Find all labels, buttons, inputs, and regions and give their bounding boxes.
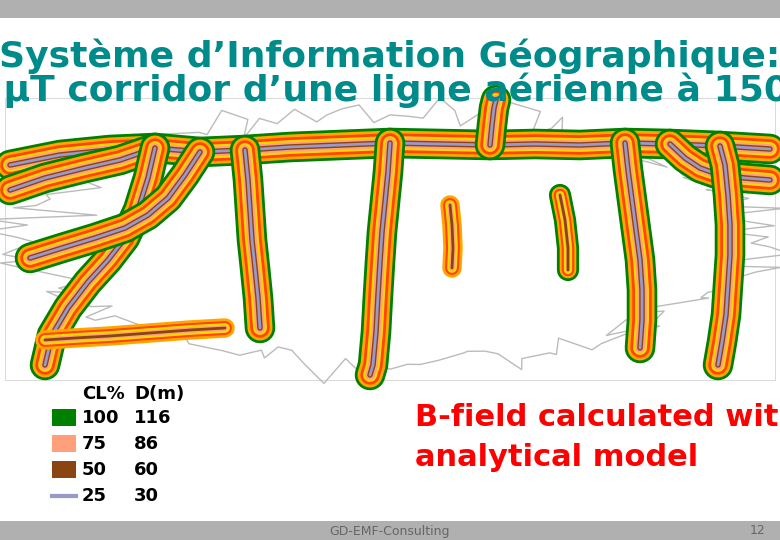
Text: 86: 86 (134, 435, 159, 453)
Bar (0, 521, 780, 540)
Text: 60: 60 (134, 461, 159, 479)
Bar (52, 435, 76, 452)
Text: 0,4 μT corridor d’une ligne aérienne à 150 kV: 0,4 μT corridor d’une ligne aérienne à 1… (0, 72, 780, 107)
Bar (0, 0, 780, 18)
Text: CL%: CL% (82, 385, 125, 403)
Text: D(m): D(m) (134, 385, 184, 403)
Text: 75: 75 (82, 435, 107, 453)
Text: 30: 30 (134, 487, 159, 505)
Text: analytical model: analytical model (415, 443, 698, 472)
Bar (52, 409, 76, 426)
Text: 12: 12 (750, 524, 766, 537)
Text: 100: 100 (82, 409, 119, 427)
Bar (52, 461, 76, 478)
Text: 50: 50 (82, 461, 107, 479)
Text: GD-EMF-Consulting: GD-EMF-Consulting (330, 524, 450, 537)
Bar (5, 98, 775, 380)
Text: B-field calculated with: B-field calculated with (415, 403, 780, 432)
Text: 116: 116 (134, 409, 172, 427)
Text: Système d’Information Géographique:: Système d’Information Géographique: (0, 38, 780, 73)
Text: 25: 25 (82, 487, 107, 505)
